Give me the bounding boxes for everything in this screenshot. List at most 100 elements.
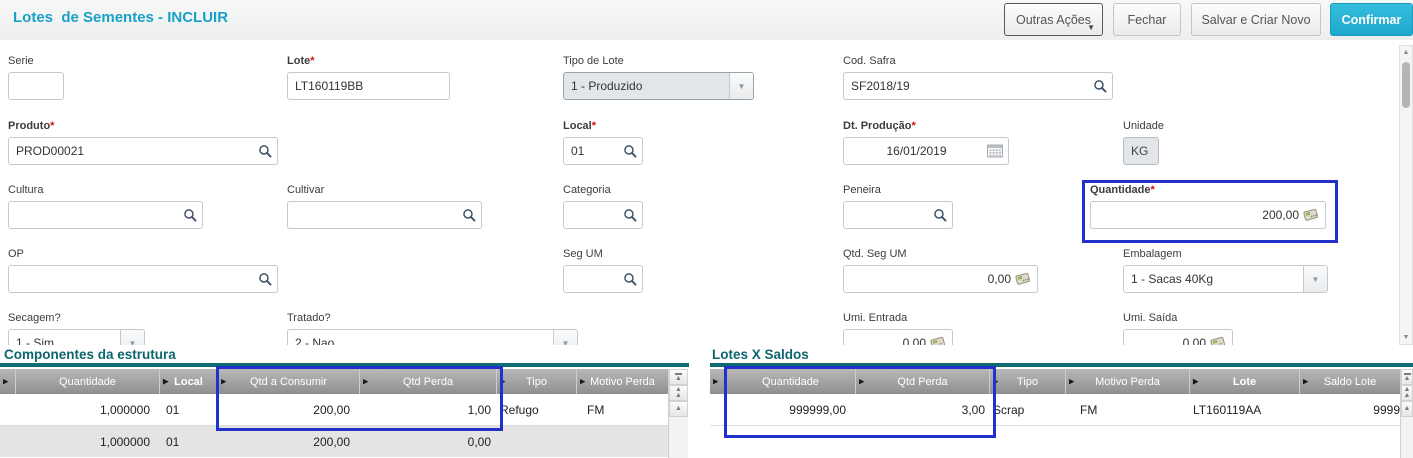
- cell-motivo-perda[interactable]: FM: [587, 402, 605, 417]
- col-tipo[interactable]: ▶ Tipo: [497, 369, 577, 394]
- umi-saida-input[interactable]: [1124, 330, 1232, 345]
- chevron-down-icon[interactable]: ▼: [553, 330, 577, 345]
- cell-motivo-perda[interactable]: [577, 426, 668, 457]
- search-icon[interactable]: [623, 272, 637, 286]
- scroll-pageup-icon[interactable]: ▲ ▲: [669, 385, 688, 401]
- field-qtd-seg-um: Qtd. Seg UM: [843, 248, 1038, 293]
- scroll-top-icon[interactable]: ▲: [669, 369, 688, 385]
- form-scrollbar[interactable]: ▲ ▼: [1399, 45, 1413, 345]
- outras-acoes-button[interactable]: Outras Ações ▼: [1004, 3, 1103, 36]
- embalagem-select[interactable]: 1 - Sacas 40Kg ▼: [1123, 265, 1328, 293]
- cell-motivo-perda[interactable]: FM: [1080, 402, 1098, 417]
- play-icon: ▶: [3, 378, 9, 385]
- scroll-up-icon[interactable]: ▲: [669, 401, 688, 417]
- field-cod-safra: Cod. Safra: [843, 55, 1113, 100]
- qtd-seg-um-input[interactable]: [844, 266, 1037, 292]
- chevron-down-icon[interactable]: ▼: [120, 330, 144, 345]
- peneira-input[interactable]: [844, 202, 952, 228]
- calculator-icon[interactable]: [1209, 336, 1227, 345]
- scroll-pageup-icon[interactable]: ▲ ▲: [1401, 385, 1413, 401]
- calculator-icon[interactable]: [929, 336, 947, 345]
- search-icon[interactable]: [462, 208, 476, 222]
- search-icon[interactable]: [1093, 79, 1107, 93]
- chevron-down-icon: ▼: [1087, 23, 1095, 32]
- scroll-top-icon[interactable]: ▲: [1401, 369, 1413, 385]
- col-saldo-lote[interactable]: ▶ Saldo Lote: [1303, 375, 1377, 388]
- lotes-saldos-grid-scrollbar[interactable]: ▲ ▲ ▲ ▲: [1400, 369, 1413, 458]
- umi-entrada-input[interactable]: [844, 330, 952, 345]
- cell-local[interactable]: 01: [166, 434, 180, 449]
- col-motivo-perda[interactable]: ▶ Motivo Perda: [580, 375, 655, 388]
- componentes-grid-scrollbar[interactable]: ▲ ▲ ▲ ▲: [668, 369, 688, 458]
- table-row[interactable]: 1,000000 01 200,00 1,00 Refugo FM: [0, 394, 668, 426]
- row-marker-header[interactable]: ▶: [710, 369, 726, 394]
- lote-input[interactable]: [288, 73, 449, 99]
- cell-qtd-a-consumir[interactable]: 200,00: [313, 434, 350, 449]
- componentes-title-rule: [0, 363, 689, 367]
- play-icon: ▶: [993, 378, 999, 385]
- search-icon[interactable]: [933, 208, 947, 222]
- search-icon[interactable]: [258, 272, 272, 286]
- local-input[interactable]: [564, 138, 642, 164]
- dt-producao-input[interactable]: [844, 138, 1008, 164]
- cell-qtd-perda[interactable]: 3,00: [961, 402, 985, 417]
- search-icon[interactable]: [258, 144, 272, 158]
- col-quantidade[interactable]: Quantidade: [16, 369, 160, 394]
- cell-quantidade[interactable]: 1,000000: [99, 434, 150, 449]
- quantidade-input[interactable]: [1091, 202, 1325, 228]
- col-lote[interactable]: ▶ Lote: [1190, 369, 1300, 394]
- calendar-icon[interactable]: [987, 144, 1003, 158]
- cod-safra-input[interactable]: [844, 73, 1112, 99]
- play-icon: ▶: [221, 378, 227, 385]
- table-row[interactable]: 999999,00 3,00 Scrap FM LT160119AA 9999: [710, 394, 1400, 426]
- search-icon[interactable]: [183, 208, 197, 222]
- cultivar-input[interactable]: [288, 202, 481, 228]
- col-quantidade[interactable]: Quantidade: [726, 369, 856, 394]
- col-qtd-perda[interactable]: ▶ Qtd Perda: [856, 369, 990, 394]
- cell-lote[interactable]: LT160119AA: [1193, 402, 1262, 417]
- col-motivo-perda[interactable]: ▶ Motivo Perda: [1066, 369, 1190, 394]
- scroll-down-icon[interactable]: ▼: [1402, 334, 1410, 341]
- cell-qtd-perda[interactable]: 0,00: [467, 434, 491, 449]
- cell-saldo-lote[interactable]: 9999: [1373, 402, 1400, 417]
- seg-um-input[interactable]: [564, 266, 642, 292]
- col-qtd-perda[interactable]: ▶ Qtd Perda: [360, 369, 497, 394]
- row-marker-header[interactable]: ▶: [0, 369, 16, 394]
- col-local[interactable]: ▶ Local: [160, 369, 218, 394]
- field-categoria: Categoria: [563, 184, 643, 229]
- scrollbar-thumb[interactable]: [1402, 62, 1410, 108]
- cell-tipo[interactable]: Scrap: [993, 402, 1025, 417]
- search-icon[interactable]: [623, 208, 637, 222]
- categoria-input[interactable]: [564, 202, 642, 228]
- tipo-de-lote-select[interactable]: 1 - Produzido ▼: [563, 72, 754, 100]
- cell-qtd-a-consumir[interactable]: 200,00: [313, 402, 350, 417]
- cell-tipo[interactable]: Refugo: [500, 402, 539, 417]
- table-row[interactable]: 1,000000 01 200,00 0,00: [0, 426, 668, 457]
- field-serie: Serie: [8, 55, 64, 100]
- calculator-icon[interactable]: [1014, 272, 1032, 286]
- calculator-icon[interactable]: [1302, 208, 1320, 222]
- cultura-input[interactable]: [9, 202, 202, 228]
- col-qtd-a-consumir[interactable]: ▶ Qtd a Consumir: [218, 369, 360, 394]
- chevron-down-icon[interactable]: ▼: [1303, 266, 1327, 292]
- cell-qtd-perda[interactable]: 1,00: [467, 402, 491, 417]
- scroll-up-icon[interactable]: ▲: [1401, 401, 1413, 417]
- chevron-down-icon[interactable]: ▼: [729, 73, 753, 99]
- secagem-select[interactable]: 1 - Sim ▼: [8, 329, 145, 345]
- fechar-button[interactable]: Fechar: [1113, 3, 1181, 36]
- cell-quantidade[interactable]: 999999,00: [789, 402, 846, 417]
- cell-tipo[interactable]: [497, 426, 577, 457]
- tratado-select[interactable]: 2 - Nao ▼: [287, 329, 578, 345]
- confirmar-button[interactable]: Confirmar: [1330, 3, 1413, 36]
- salvar-criar-novo-button[interactable]: Salvar e Criar Novo: [1191, 3, 1321, 36]
- cell-quantidade[interactable]: 1,000000: [99, 402, 150, 417]
- play-icon: ▶: [713, 378, 719, 385]
- col-tipo[interactable]: ▶ Tipo: [990, 369, 1066, 394]
- umi-entrada-label: Umi. Entrada: [843, 312, 908, 324]
- scroll-up-icon[interactable]: ▲: [1402, 49, 1410, 56]
- produto-input[interactable]: [9, 138, 277, 164]
- op-input[interactable]: [9, 266, 277, 292]
- cell-local[interactable]: 01: [166, 402, 180, 417]
- search-icon[interactable]: [623, 144, 637, 158]
- serie-input[interactable]: [9, 73, 63, 99]
